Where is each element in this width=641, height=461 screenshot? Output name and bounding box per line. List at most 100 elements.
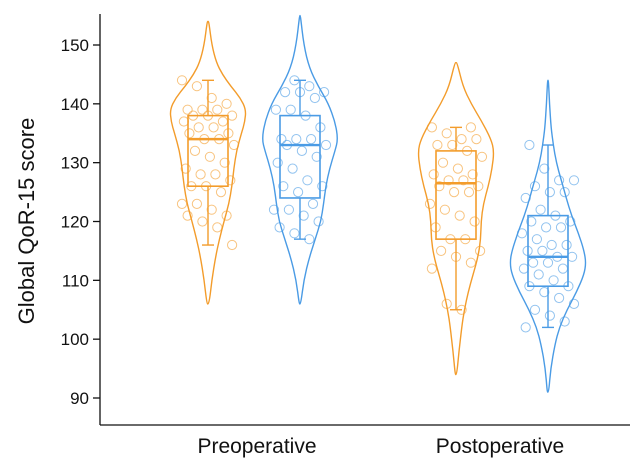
box-iqr (527, 214, 569, 288)
data-point (317, 181, 328, 192)
data-point (452, 163, 463, 174)
data-point (424, 198, 436, 209)
data-point (443, 175, 454, 186)
data-point (311, 151, 322, 162)
data-point (178, 116, 189, 127)
data-point (319, 87, 330, 98)
data-point (467, 169, 478, 180)
data-point (436, 245, 447, 256)
data-point (555, 222, 567, 233)
data-point (520, 192, 531, 204)
box-iqr (187, 114, 229, 187)
data-point (206, 204, 217, 215)
x-tick-label-preoperative: Preoperative (197, 435, 316, 458)
data-point (535, 204, 546, 215)
data-point (544, 310, 556, 321)
data-point (441, 298, 452, 309)
data-point (473, 181, 484, 192)
data-point (197, 216, 208, 227)
data-point (212, 104, 223, 115)
data-point (285, 104, 296, 115)
data-point (195, 169, 206, 180)
data-point (471, 134, 482, 145)
data-point (537, 245, 548, 256)
data-point (426, 263, 437, 274)
data-point (529, 304, 541, 315)
y-axis-title: Global QoR-15 score (14, 118, 39, 325)
data-point (212, 222, 223, 233)
violin-group-1 (169, 20, 247, 305)
data-point (302, 175, 313, 186)
y-tick-label-150: 150 (61, 36, 89, 55)
data-point (197, 104, 208, 115)
y-tick-label-140: 140 (61, 95, 89, 114)
data-point (441, 128, 452, 139)
data-point (449, 187, 460, 198)
violin-group-3 (417, 62, 495, 376)
data-point (542, 257, 554, 268)
data-point (227, 239, 238, 251)
data-point (541, 222, 552, 233)
data-point (531, 234, 543, 245)
data-point (228, 139, 240, 151)
violin-outline (509, 79, 587, 393)
data-point (227, 110, 238, 121)
data-point (539, 287, 550, 298)
y-tick-label-130: 130 (61, 154, 89, 173)
data-point (217, 116, 228, 127)
data-point (221, 210, 232, 221)
data-point (465, 257, 476, 268)
data-point (191, 81, 202, 92)
data-point (568, 175, 580, 186)
data-point (568, 298, 580, 309)
data-point (565, 216, 576, 227)
data-point (210, 169, 221, 180)
data-point (268, 204, 280, 215)
data-point (539, 163, 550, 174)
data-point (559, 316, 570, 327)
data-point (454, 210, 465, 221)
data-point (313, 216, 324, 227)
data-point (557, 263, 569, 274)
data-point (463, 187, 475, 198)
data-point (458, 175, 469, 186)
data-point (296, 145, 307, 156)
data-point (516, 228, 528, 239)
data-point (306, 134, 317, 145)
box-iqr (279, 114, 321, 199)
x-tick-label-postoperative: Postoperative (436, 435, 564, 458)
data-point (432, 139, 443, 151)
data-point (182, 210, 193, 221)
data-point (307, 198, 319, 209)
data-point (191, 198, 202, 209)
y-tick-label-90: 90 (70, 389, 89, 408)
data-point (184, 128, 195, 139)
data-point (272, 157, 283, 168)
violin-group-2 (262, 14, 338, 305)
data-point (206, 92, 217, 104)
data-point (524, 139, 535, 151)
data-point (280, 87, 291, 98)
data-point (567, 251, 578, 262)
data-point (518, 263, 530, 274)
plot-area (169, 14, 587, 393)
data-point (283, 204, 294, 215)
data-point (320, 139, 332, 151)
data-point (176, 75, 188, 86)
data-point (274, 222, 285, 233)
box-iqr (435, 150, 477, 240)
data-point (529, 181, 541, 192)
data-point (193, 122, 204, 133)
data-point (289, 228, 300, 239)
data-point (544, 187, 556, 198)
data-point (304, 234, 315, 245)
data-point (225, 175, 236, 186)
y-tick-label-120: 120 (61, 213, 89, 232)
data-point (520, 322, 531, 333)
data-point (526, 216, 537, 227)
data-point (428, 169, 439, 180)
y-tick-label-110: 110 (62, 271, 89, 290)
data-point (221, 98, 232, 109)
data-point (309, 92, 320, 104)
